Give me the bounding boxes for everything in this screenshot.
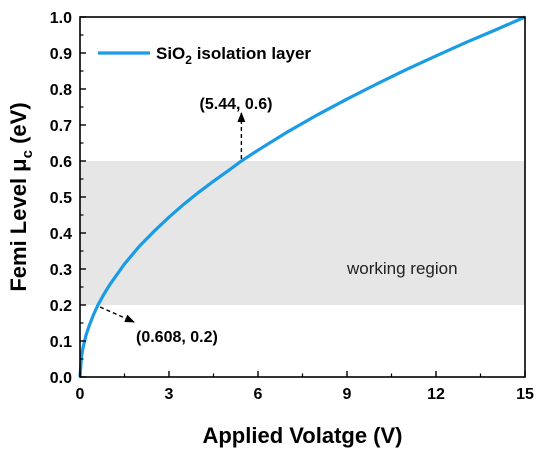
legend-entry-main: SiO <box>156 44 185 63</box>
y-tick-label: 0.5 <box>50 190 72 207</box>
annotation-arrow-lower <box>99 306 135 323</box>
annotation-lower-point: (0.608, 0.2) <box>136 329 218 346</box>
y-tick-label: 0.6 <box>50 154 72 171</box>
y-tick-label: 0.1 <box>50 334 72 351</box>
y-axis: 0.0 0.1 0.2 0.3 0.4 0.5 0.6 0.7 0.8 0.9 1.0 <box>50 10 86 387</box>
x-tick-label: 9 <box>343 386 352 403</box>
y-axis-title-main: Femi Level μ <box>6 158 31 291</box>
legend-entry: SiO2 isolation layer <box>156 44 311 67</box>
x-tick-label: 0 <box>76 386 85 403</box>
x-tick-label: 15 <box>516 386 534 403</box>
y-tick-label: 0.0 <box>50 370 72 387</box>
working-region-label: working region <box>346 259 458 278</box>
y-axis-title-unit: (eV) <box>6 102 31 150</box>
x-tick-label: 3 <box>165 386 174 403</box>
x-axis: 0 3 6 9 12 15 <box>76 371 534 403</box>
legend-entry-sub: 2 <box>185 53 192 67</box>
x-tick-label: 12 <box>427 386 445 403</box>
y-tick-label: 0.3 <box>50 262 72 279</box>
y-tick-label: 0.7 <box>50 118 72 135</box>
x-tick-label: 6 <box>254 386 263 403</box>
working-region-band <box>80 161 525 305</box>
x-axis-title: Applied Volatge (V) <box>202 423 402 448</box>
y-axis-title: Femi Level μc (eV) <box>6 102 36 291</box>
y-tick-label: 0.8 <box>50 82 72 99</box>
series-line-sio2 <box>78 15 526 378</box>
annotation-upper-point: (5.44, 0.6) <box>200 96 273 113</box>
y-tick-label: 0.2 <box>50 298 72 315</box>
y-tick-label: 0.9 <box>50 46 72 63</box>
legend-entry-rest: isolation layer <box>192 44 311 63</box>
y-axis-title-sub: c <box>19 150 36 158</box>
y-tick-label: 0.4 <box>50 226 72 243</box>
y-tick-label: 1.0 <box>50 10 72 27</box>
